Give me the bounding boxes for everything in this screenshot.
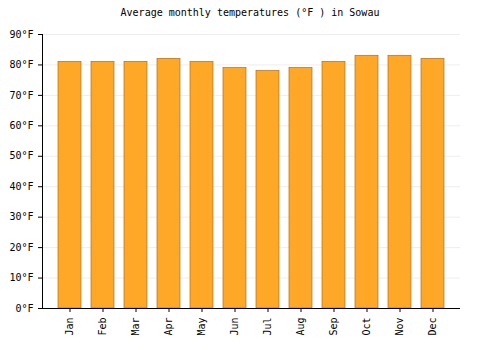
svg-text:Jun: Jun bbox=[229, 318, 240, 336]
svg-text:Jan: Jan bbox=[64, 318, 75, 336]
svg-text:Nov: Nov bbox=[394, 318, 405, 336]
svg-text:Feb: Feb bbox=[97, 318, 108, 336]
svg-text:80°F: 80°F bbox=[9, 59, 33, 70]
svg-text:Aug: Aug bbox=[295, 318, 306, 336]
html-text:Average monthly temperatures (: Average monthly temperatures (°F ) in So… bbox=[120, 7, 380, 18]
svg-text:60°F: 60°F bbox=[9, 120, 33, 131]
svg-text:40°F: 40°F bbox=[9, 181, 33, 192]
svg-text:0°F: 0°F bbox=[15, 303, 33, 314]
svg-text:20°F: 20°F bbox=[9, 242, 33, 253]
svg-text:Dec: Dec bbox=[427, 318, 438, 336]
svg-text:10°F: 10°F bbox=[9, 272, 33, 283]
svg-text:90°F: 90°F bbox=[9, 29, 33, 40]
svg-text:30°F: 30°F bbox=[9, 211, 33, 222]
svg-text:May: May bbox=[196, 318, 207, 336]
svg-text:Oct: Oct bbox=[361, 318, 372, 336]
svg-text:Mar: Mar bbox=[130, 318, 141, 336]
svg-text:50°F: 50°F bbox=[9, 150, 33, 161]
svg-text:Apr: Apr bbox=[163, 318, 174, 336]
svg-text:Sep: Sep bbox=[328, 318, 339, 336]
svg-text:70°F: 70°F bbox=[9, 90, 33, 101]
svg-text:Jul: Jul bbox=[262, 318, 273, 336]
